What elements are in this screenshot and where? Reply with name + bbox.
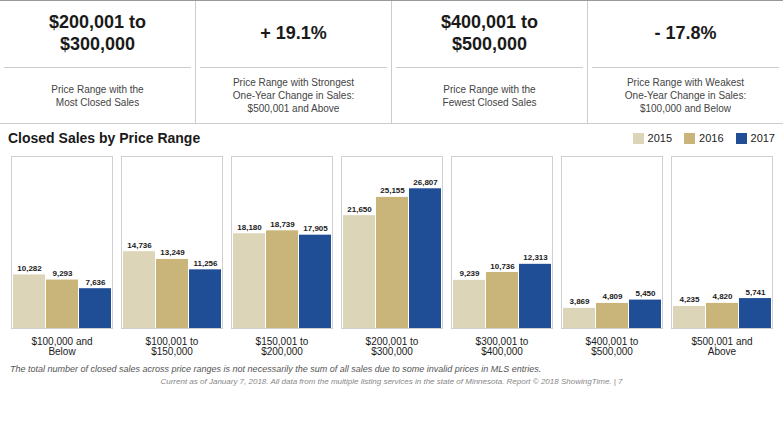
svg-text:5,450: 5,450	[635, 289, 656, 298]
html-text:The total number of closed sal: The total number of closed sales across …	[10, 364, 542, 374]
svg-text:17,905: 17,905	[303, 224, 328, 233]
html-text:Price Range with the Fewest Cl: Price Range with the Fewest Closed Sales	[442, 83, 537, 108]
html-text:$200,001 to $300,000: $200,001 to $300,000	[49, 12, 146, 54]
svg-text:9,293: 9,293	[52, 269, 73, 278]
svg-text:25,155: 25,155	[380, 186, 405, 195]
html-text:2017: 2017	[750, 132, 775, 144]
svg-text:26,807: 26,807	[413, 178, 438, 187]
svg-text:12,313: 12,313	[523, 253, 548, 262]
svg-text:10,282: 10,282	[17, 264, 42, 273]
svg-text:$500,001 andAbove: $500,001 andAbove	[691, 336, 752, 357]
html-text:Price Range with Weakest One-Y: Price Range with Weakest One-Year Change…	[624, 77, 747, 114]
svg-text:5,741: 5,741	[745, 288, 766, 297]
html-text:Current as of January 7, 2018.: Current as of January 7, 2018. All data …	[160, 377, 623, 386]
svg-text:4,235: 4,235	[679, 295, 700, 304]
html-text:2015: 2015	[647, 132, 672, 144]
svg-text:21,650: 21,650	[347, 205, 372, 214]
svg-text:13,249: 13,249	[160, 248, 185, 257]
svg-text:$400,001 to$500,000: $400,001 to$500,000	[586, 336, 639, 357]
html-text:- 17.8%: - 17.8%	[654, 23, 717, 44]
svg-text:18,180: 18,180	[237, 223, 262, 232]
html-text:$400,001 to $500,000: $400,001 to $500,000	[441, 12, 538, 54]
html-text:2016: 2016	[699, 132, 724, 144]
svg-text:3,869: 3,869	[569, 297, 590, 306]
html-text:+ 19.1%: + 19.1%	[260, 23, 327, 44]
svg-text:4,820: 4,820	[712, 292, 733, 301]
svg-text:$300,001 to$400,000: $300,001 to$400,000	[476, 336, 529, 357]
svg-text:14,736: 14,736	[127, 241, 152, 250]
svg-text:10,736: 10,736	[490, 262, 515, 271]
html-text:Price Range with the Most Clos: Price Range with the Most Closed Sales	[51, 83, 144, 108]
svg-text:7,636: 7,636	[85, 278, 106, 287]
svg-text:9,239: 9,239	[459, 269, 480, 278]
svg-text:$200,001 to$300,000: $200,001 to$300,000	[366, 336, 419, 357]
svg-text:11,256: 11,256	[193, 259, 218, 268]
svg-text:$100,001 to$150,000: $100,001 to$150,000	[146, 336, 199, 357]
html-text:Price Range with Strongest One: Price Range with Strongest One-Year Chan…	[232, 77, 355, 114]
svg-text:$100,000 andBelow: $100,000 andBelow	[31, 336, 92, 357]
html-text:Closed Sales by Price Range: Closed Sales by Price Range	[8, 130, 201, 146]
svg-text:$150,001 to$200,000: $150,001 to$200,000	[256, 336, 309, 357]
svg-text:18,739: 18,739	[270, 220, 295, 229]
svg-text:4,809: 4,809	[602, 292, 623, 301]
